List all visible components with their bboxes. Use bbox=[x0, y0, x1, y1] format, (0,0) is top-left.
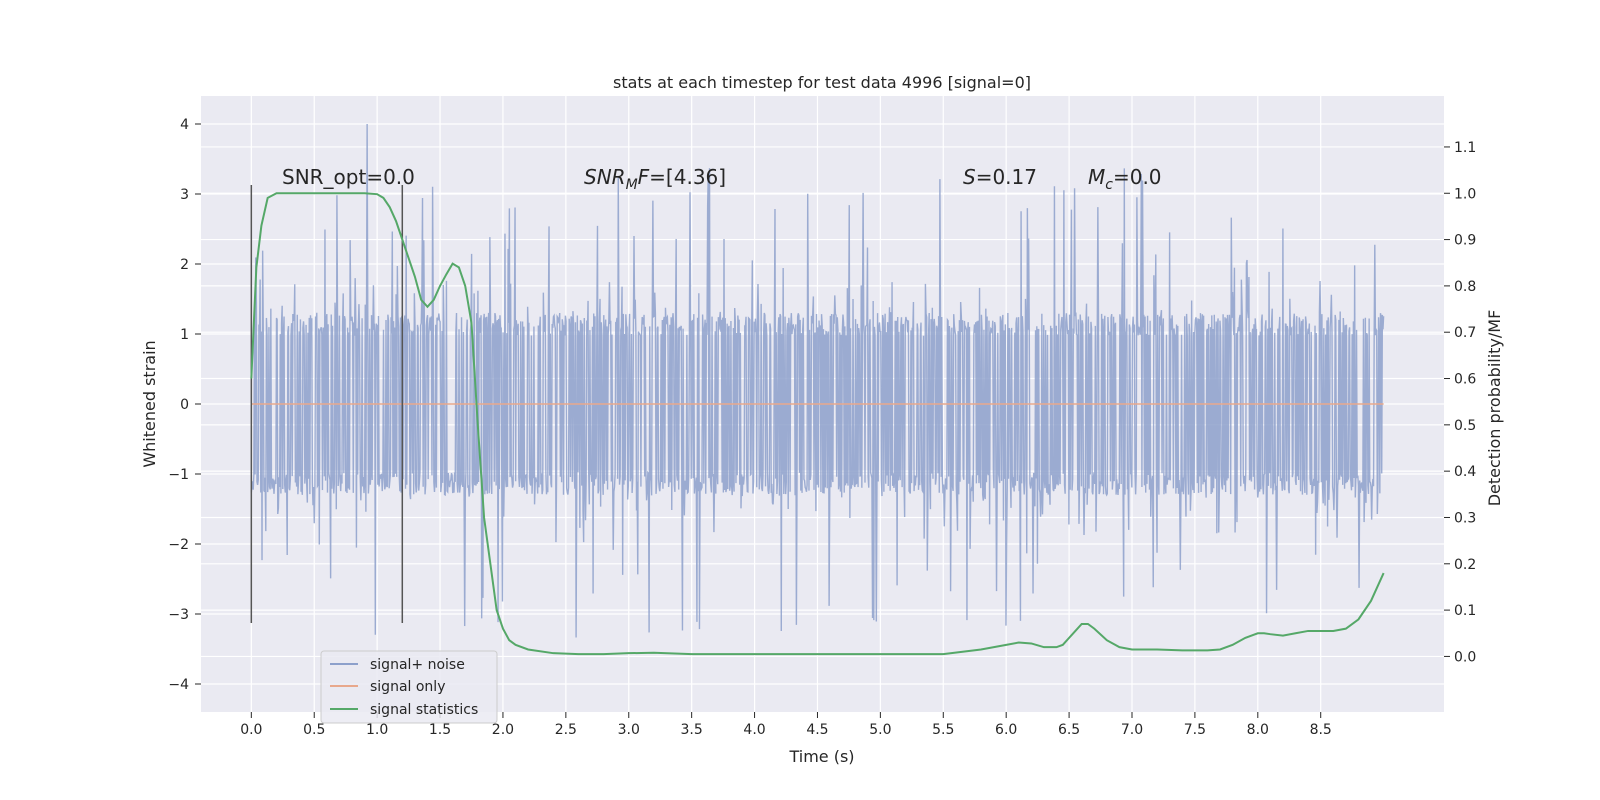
signal-statistics-line bbox=[250, 192, 1385, 656]
annotation-snr-opt: SNR_opt=0.0 bbox=[282, 165, 415, 189]
y-tick-label: −2 bbox=[168, 537, 189, 553]
y2-tick-label: 0.5 bbox=[1454, 418, 1476, 434]
x-tick-label: 2.0 bbox=[492, 722, 514, 738]
y2-tick-label: 1.0 bbox=[1454, 186, 1476, 202]
legend-label-signal-statistics: signal statistics bbox=[370, 702, 478, 718]
y-tick-label: 4 bbox=[180, 117, 189, 133]
annotation-mc: Mc=0.0 bbox=[1088, 165, 1162, 193]
y-axis-ticks: 4 3 2 1 0 −1 −2 −3 −4 bbox=[168, 117, 201, 693]
x-tick-label: 3.0 bbox=[618, 722, 640, 738]
x-tick-label: 5.0 bbox=[869, 722, 891, 738]
y2-tick-label: 0.1 bbox=[1454, 603, 1476, 619]
snr-mf-tail: F bbox=[638, 165, 650, 189]
y2-tick-label: 0.4 bbox=[1454, 464, 1476, 480]
y-axis-label: Whitened strain bbox=[140, 340, 159, 467]
y-tick-label: 1 bbox=[180, 327, 189, 343]
legend-label-signal-noise: signal+ noise bbox=[370, 657, 465, 673]
legend: signal+ noise signal only signal statist… bbox=[320, 650, 498, 724]
y2-tick-label: 1.1 bbox=[1454, 140, 1476, 156]
x-tick-label: 4.0 bbox=[743, 722, 765, 738]
mc-var: M bbox=[1088, 165, 1105, 189]
x-tick-label: 6.5 bbox=[1058, 722, 1080, 738]
x-tick-label: 2.5 bbox=[555, 722, 577, 738]
y2-axis-label: Detection probability/MF bbox=[1485, 310, 1504, 507]
x-tick-label: 3.5 bbox=[681, 722, 703, 738]
y-tick-label: −1 bbox=[168, 467, 189, 483]
vertical-markers bbox=[250, 185, 404, 623]
legend-box bbox=[320, 650, 498, 724]
x-tick-label: 8.5 bbox=[1310, 722, 1332, 738]
x-tick-label: 8.0 bbox=[1247, 722, 1269, 738]
snr-mf-sub: M bbox=[626, 177, 638, 193]
chart-title: stats at each timestep for test data 499… bbox=[613, 73, 1031, 92]
x-axis-label: Time (s) bbox=[788, 747, 854, 766]
signal-statistics-series bbox=[250, 192, 1385, 656]
y-tick-label: −4 bbox=[168, 677, 189, 693]
snr-mf-value: =[4.36] bbox=[649, 165, 726, 189]
y2-axis-ticks: 1.1 1.0 0.9 0.8 0.7 0.6 0.5 0.4 0.3 0.2 0.1 0.0 bbox=[1444, 140, 1476, 665]
x-tick-label: 4.5 bbox=[806, 722, 828, 738]
signal-noise-line bbox=[250, 123, 1385, 638]
y2-tick-label: 0.8 bbox=[1454, 279, 1476, 295]
mc-sub: c bbox=[1105, 177, 1113, 193]
x-axis-ticks: 0.0 0.5 1.0 1.5 2.0 2.5 3.0 3.5 4.0 4.5 5.0 5.5 6.0 6… bbox=[240, 712, 1332, 738]
x-tick-label: 7.0 bbox=[1121, 722, 1143, 738]
y2-tick-label: 0.7 bbox=[1454, 325, 1476, 341]
y-tick-label: 0 bbox=[180, 397, 189, 413]
x-tick-label: 1.0 bbox=[366, 722, 388, 738]
x-tick-label: 1.5 bbox=[429, 722, 451, 738]
x-tick-label: 5.5 bbox=[932, 722, 954, 738]
mc-value: =0.0 bbox=[1113, 165, 1162, 189]
y2-tick-label: 0.6 bbox=[1454, 372, 1476, 388]
snr-mf-main: SNR bbox=[584, 165, 626, 189]
y-tick-label: −3 bbox=[168, 607, 189, 623]
x-tick-label: 0.0 bbox=[240, 722, 262, 738]
annotation-s: S=0.17 bbox=[963, 165, 1037, 189]
x-tick-label: 6.0 bbox=[995, 722, 1017, 738]
s-var: S bbox=[963, 165, 976, 189]
y2-tick-label: 0.2 bbox=[1454, 557, 1476, 573]
y2-tick-label: 0.0 bbox=[1454, 649, 1476, 665]
annotation-snr-mf: SNRMF=[4.36] bbox=[584, 165, 726, 193]
x-tick-label: 0.5 bbox=[303, 722, 325, 738]
y-tick-label: 2 bbox=[180, 257, 189, 273]
y-tick-label: 3 bbox=[180, 187, 189, 203]
y2-tick-label: 0.3 bbox=[1454, 510, 1476, 526]
s-value: =0.17 bbox=[976, 165, 1037, 189]
x-tick-label: 7.5 bbox=[1184, 722, 1206, 738]
legend-label-signal-only: signal only bbox=[370, 679, 445, 695]
signal-noise-series bbox=[250, 123, 1385, 638]
y2-tick-label: 0.9 bbox=[1454, 233, 1476, 249]
